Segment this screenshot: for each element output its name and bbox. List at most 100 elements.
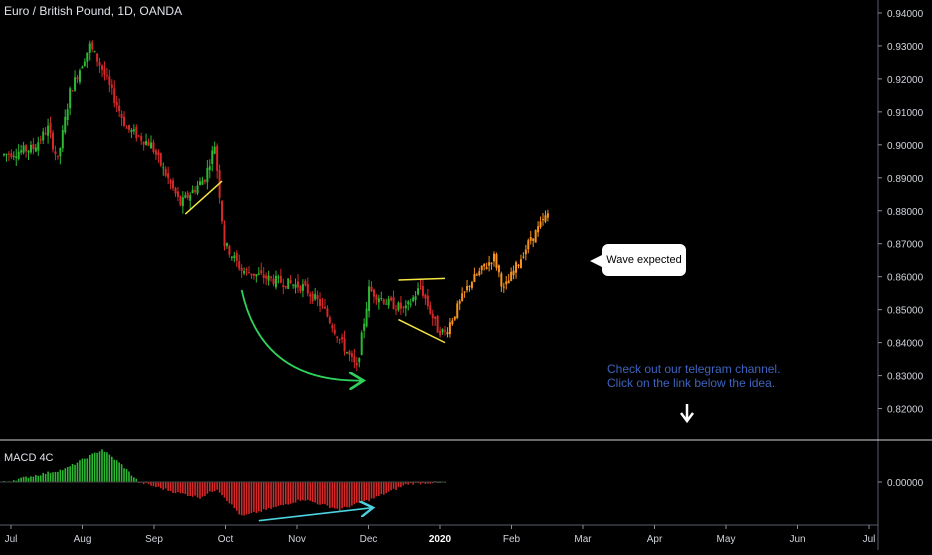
candle-body	[154, 150, 157, 155]
macd-bar	[319, 482, 321, 505]
candle-body	[223, 224, 226, 247]
projection-body	[488, 262, 491, 266]
candle-body	[417, 288, 420, 295]
candle-body	[203, 179, 206, 182]
down-arrow-icon-head	[680, 412, 694, 424]
macd-bar	[255, 482, 258, 514]
projection-body	[542, 219, 544, 221]
projection-body	[446, 332, 449, 335]
candle-body	[343, 338, 346, 352]
candle-body	[29, 144, 32, 153]
candle-body	[429, 305, 432, 314]
projection-body	[453, 316, 456, 320]
macd-bar	[363, 482, 365, 502]
candle-body	[363, 323, 366, 331]
time-tick-label: Apr	[647, 534, 663, 545]
projection-body	[534, 230, 537, 243]
price-tick-label: 0.92000	[887, 75, 924, 86]
macd-bar	[96, 452, 98, 482]
macd-bar	[245, 482, 248, 515]
candle-body	[211, 150, 214, 164]
macd-bar	[135, 478, 138, 482]
candle-body	[76, 77, 79, 80]
macd-bar	[66, 466, 69, 482]
candle-body	[81, 66, 84, 69]
time-tick-label: May	[717, 534, 736, 545]
macd-bar	[333, 482, 336, 509]
candle-body	[88, 43, 91, 53]
candle-body	[194, 190, 197, 192]
candle-body	[201, 180, 204, 185]
candle-body	[372, 289, 375, 297]
candle-body	[262, 274, 265, 279]
candle-body	[316, 295, 319, 300]
macd-bar	[106, 452, 108, 482]
candle-body	[186, 192, 189, 198]
macd-bar	[91, 453, 93, 482]
candle-body	[395, 309, 397, 311]
macd-bar	[419, 482, 422, 485]
candle-body	[245, 269, 248, 271]
projection-body	[544, 215, 547, 222]
candle-body	[431, 313, 434, 319]
macd-bar	[32, 476, 35, 482]
candle-body	[22, 145, 25, 153]
macd-bar	[258, 482, 260, 512]
macd-bar	[184, 482, 187, 495]
macd-bar	[25, 476, 27, 482]
macd-bar	[370, 482, 373, 499]
macd-bar	[324, 482, 326, 505]
time-tick-label: Oct	[218, 534, 234, 545]
candle-body	[54, 151, 57, 155]
price-tick-label: 0.93000	[887, 42, 924, 53]
candle-body	[101, 65, 103, 70]
macd-bar	[133, 477, 135, 482]
macd-bar	[356, 482, 358, 503]
time-tick-label: Sep	[145, 534, 163, 545]
projection-body	[456, 303, 459, 319]
candle-body	[368, 286, 371, 312]
macd-bar	[238, 482, 240, 515]
macd-bar	[30, 476, 32, 482]
candle-body	[49, 122, 52, 134]
projection-body	[495, 253, 498, 268]
macd-bar	[49, 473, 52, 482]
macd-bar	[79, 460, 81, 482]
candle-body	[103, 68, 106, 75]
macd-bar	[275, 482, 277, 507]
macd-bar	[123, 468, 125, 482]
candle-body	[25, 145, 28, 152]
macd-bar	[289, 482, 292, 504]
candle-body	[37, 142, 40, 151]
candle-body	[380, 297, 383, 299]
candle-body	[282, 285, 285, 288]
candle-body	[444, 330, 446, 332]
candle-body	[377, 298, 380, 303]
macd-bar	[167, 482, 169, 491]
trendline	[398, 318, 446, 344]
projection-body	[493, 253, 495, 262]
projection-body	[524, 249, 527, 255]
candle-body	[66, 109, 69, 120]
candle-body	[39, 139, 42, 141]
projection-body	[463, 291, 466, 293]
macd-bar	[311, 482, 314, 502]
candle-body	[176, 191, 179, 197]
macd-bar	[37, 475, 40, 482]
candle-body	[135, 127, 138, 139]
macd-bar	[302, 482, 304, 501]
price-tick-label: 0.86000	[887, 273, 924, 284]
projection-body	[507, 280, 510, 284]
macd-bar	[199, 482, 201, 499]
candle-body	[179, 196, 182, 206]
macd-bar	[390, 482, 392, 491]
projection-body	[510, 271, 513, 281]
candle-body	[360, 332, 363, 355]
macd-bar	[412, 482, 414, 485]
projection-body	[527, 240, 530, 250]
macd-bar	[118, 462, 120, 482]
candle-body	[181, 197, 184, 207]
projection-body	[500, 273, 503, 287]
